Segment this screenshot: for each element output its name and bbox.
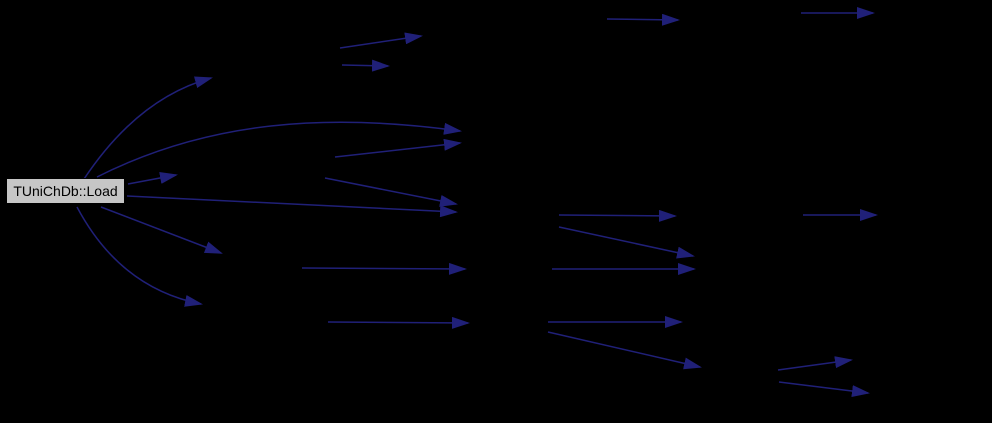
edge-group — [76, 7, 878, 397]
call-graph-edge — [558, 226, 695, 259]
call-graph-edge — [96, 121, 462, 178]
call-graph-edge — [126, 195, 458, 218]
call-graph-edge — [83, 76, 213, 180]
call-graph-edge — [339, 32, 423, 49]
call-graph-edge — [127, 172, 178, 185]
call-graph-edge — [547, 331, 702, 370]
call-graph-edge — [606, 13, 680, 26]
call-graph-edge — [341, 59, 390, 72]
call-graph-edge — [301, 262, 467, 275]
call-graph-edge — [327, 316, 470, 329]
call-graph-edge — [76, 206, 203, 307]
call-graph-edge — [324, 177, 458, 207]
call-graph-edge — [334, 138, 462, 158]
call-graph-edge — [778, 381, 870, 397]
node-tunichdb-load: TUniChDb::Load — [6, 178, 125, 204]
node-label: TUniChDb::Load — [13, 183, 118, 199]
call-graph-edge — [100, 206, 223, 254]
call-graph-edge — [777, 356, 853, 371]
call-graph-edge — [558, 209, 677, 222]
